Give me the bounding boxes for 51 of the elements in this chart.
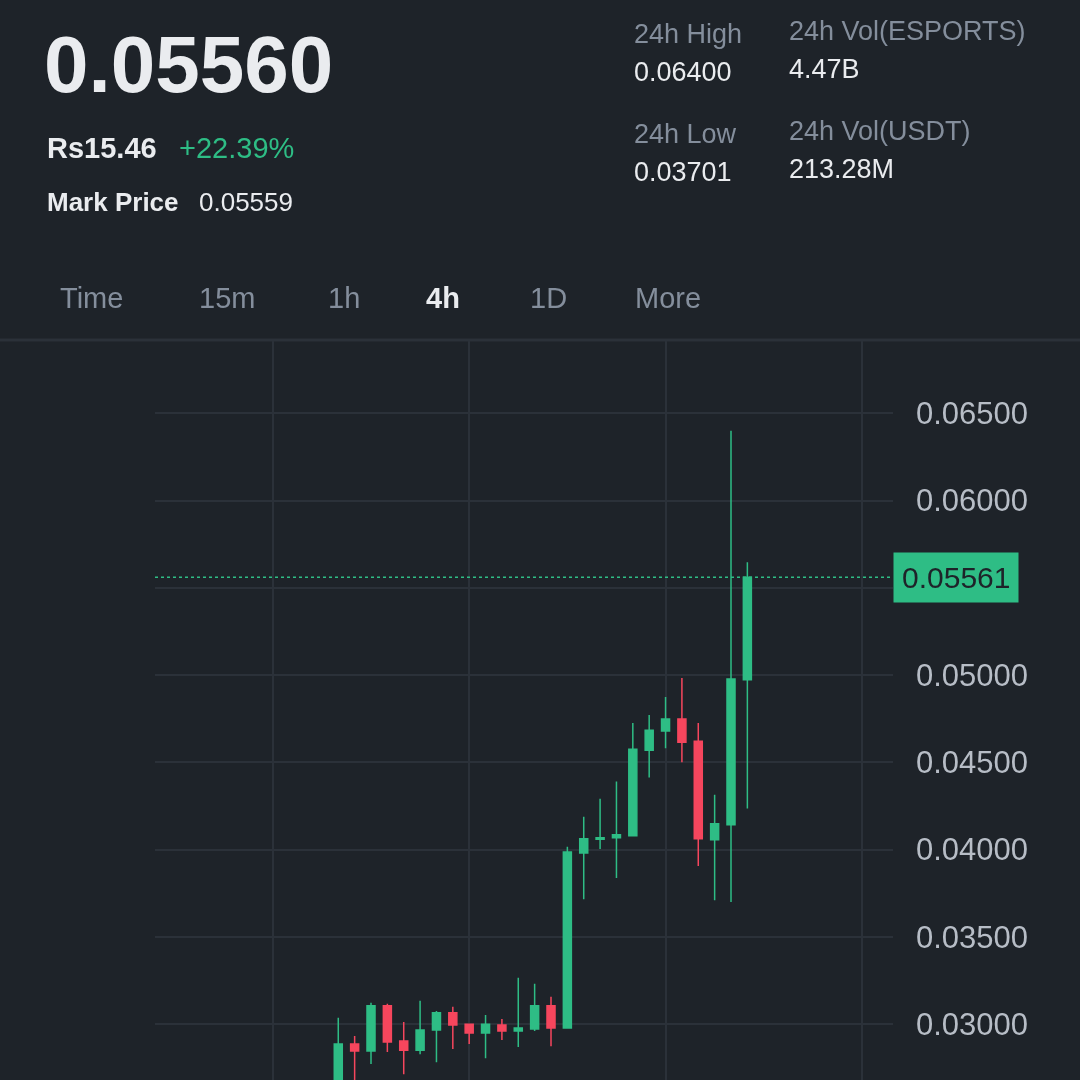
candlestick [480,1014,491,1059]
y-tick-label: 0.06500 [916,396,1029,432]
text: 24h Low [634,119,737,149]
text: +22.39% [179,132,295,164]
candlestick [513,976,524,1048]
text: Time [60,282,124,314]
candlestick [431,1010,442,1063]
text: 213.28M [789,154,895,184]
text: 0.03701 [634,157,732,187]
candlestick [464,1023,474,1045]
candlestick [709,793,720,901]
y-tick-label: 0.04000 [916,832,1029,868]
text: Mark Price [47,187,179,217]
candlestick [497,1018,507,1041]
text: 4.47B [789,54,860,84]
text: 1D [530,282,568,314]
text: More [635,282,702,314]
text: 1h [328,282,361,314]
candlestick [366,1002,376,1065]
candlestick [595,797,605,850]
text: 4h [426,282,460,314]
candlestick [333,1017,344,1080]
y-tick-label: 0.03000 [916,1007,1029,1042]
y-tick-label: 0.05000 [916,657,1029,693]
text: 24h Vol(ESPORTS) [789,16,1026,46]
y-tick-label: 0.04500 [916,745,1029,781]
candlestick [349,1035,360,1080]
chart-title: 0.05560 [44,20,334,109]
text: 15m [199,282,256,314]
candlestick [382,1002,393,1053]
candlestick [578,815,589,900]
candlestick [415,1000,425,1055]
candlestick [398,1021,409,1075]
text: Rs15.46 [47,132,157,164]
y-tick-label: 0.06000 [916,483,1029,519]
text: 0.05559 [199,187,293,217]
candlestick [644,714,654,779]
text: 24h Vol(USDT) [789,116,971,146]
candlestick [677,677,687,764]
candlestick [611,780,622,879]
candlestick [529,982,540,1032]
text: 0.06400 [634,57,732,87]
ref-line-label: 0.05561 [902,561,1011,594]
candlestick [628,722,638,837]
text: 24h High [634,19,743,49]
candlestick [546,996,556,1047]
y-tick-label: 0.03500 [916,919,1029,955]
candlestick [448,1006,458,1050]
candlestick [660,696,671,749]
candlestick [693,722,704,867]
candlestick [562,846,573,1029]
